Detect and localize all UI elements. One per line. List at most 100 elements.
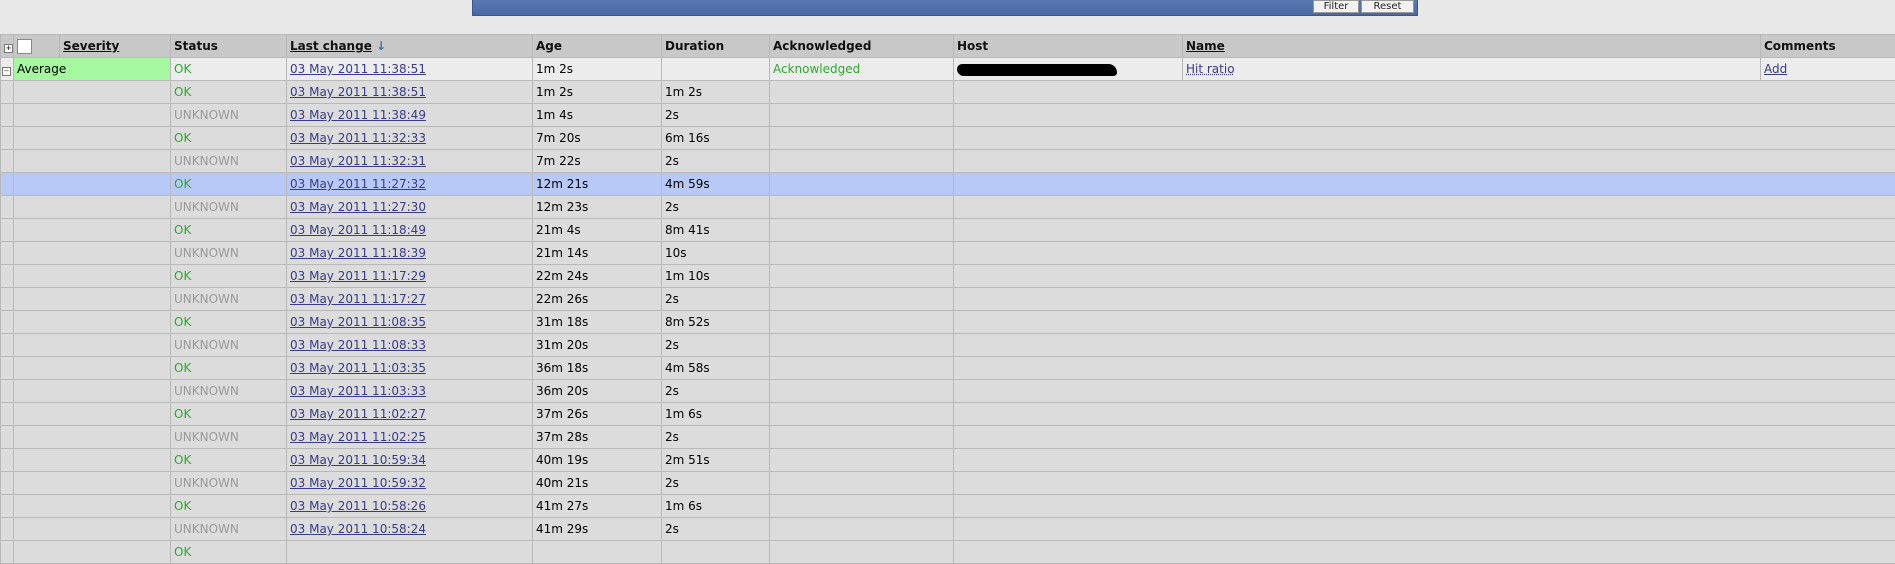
spacer-cell: [1, 426, 14, 449]
collapse-icon[interactable]: −: [2, 67, 11, 76]
empty-cell: [954, 173, 1895, 196]
age-cell: 36m 20s: [533, 380, 662, 403]
empty-severity-cell: [14, 334, 171, 357]
sort-last-change[interactable]: Last change: [290, 39, 372, 53]
empty-severity-cell: [14, 242, 171, 265]
duration-cell: 2s: [662, 334, 770, 357]
status-cell: UNKNOWN: [171, 242, 287, 265]
add-comment-link[interactable]: Add: [1764, 62, 1787, 76]
spacer-cell: [1, 518, 14, 541]
status-cell: UNKNOWN: [171, 472, 287, 495]
last-change-link[interactable]: 03 May 2011 11:32:33: [290, 131, 426, 145]
last-change-link[interactable]: 03 May 2011 10:58:26: [290, 499, 426, 513]
sort-severity[interactable]: Severity: [63, 39, 119, 53]
trigger-name-link[interactable]: Hit ratio: [1186, 62, 1235, 76]
event-row: OK 03 May 2011 11:08:35 31m 18s 8m 52s: [1, 311, 1895, 334]
empty-severity-cell: [14, 518, 171, 541]
select-all-checkbox[interactable]: [17, 39, 32, 54]
age-cell: 36m 18s: [533, 357, 662, 380]
duration-cell: 6m 16s: [662, 127, 770, 150]
empty-cell: [954, 150, 1895, 173]
empty-cell: [954, 334, 1895, 357]
acknowledged-cell: [770, 472, 954, 495]
last-change-link[interactable]: 03 May 2011 11:38:51: [290, 85, 426, 99]
empty-cell: [954, 288, 1895, 311]
acknowledged-cell: [770, 334, 954, 357]
event-row: UNKNOWN 03 May 2011 10:59:32 40m 21s 2s: [1, 472, 1895, 495]
severity-cell: Average: [14, 58, 171, 81]
duration-cell: 1m 2s: [662, 81, 770, 104]
empty-cell: [954, 265, 1895, 288]
age-cell: 31m 18s: [533, 311, 662, 334]
duration-cell: 8m 52s: [662, 311, 770, 334]
last-change-link[interactable]: 03 May 2011 11:18:49: [290, 223, 426, 237]
empty-cell: [954, 127, 1895, 150]
last-change-link[interactable]: 03 May 2011 11:18:39: [290, 246, 426, 260]
status-cell: OK: [171, 495, 287, 518]
acknowledged-cell: [770, 449, 954, 472]
empty-cell: [954, 426, 1895, 449]
last-change-link[interactable]: 03 May 2011 11:02:27: [290, 407, 426, 421]
last-change-link[interactable]: 03 May 2011 11:08:33: [290, 338, 426, 352]
last-change-link[interactable]: 03 May 2011 10:59:32: [290, 476, 426, 490]
sort-name[interactable]: Name: [1186, 39, 1225, 53]
header-host: Host: [954, 35, 1183, 58]
event-row: OK: [1, 541, 1895, 564]
spacer-cell: [1, 380, 14, 403]
spacer-cell: [1, 403, 14, 426]
empty-cell: [954, 104, 1895, 127]
spacer-cell: [1, 449, 14, 472]
expand-all-icon[interactable]: +: [4, 44, 13, 53]
spacer-cell: [1, 357, 14, 380]
status-cell: UNKNOWN: [171, 196, 287, 219]
age-cell: 21m 14s: [533, 242, 662, 265]
duration-cell: 2m 51s: [662, 449, 770, 472]
last-change-link[interactable]: 03 May 2011 11:03:33: [290, 384, 426, 398]
last-change-link[interactable]: 03 May 2011 11:38:51: [290, 62, 426, 76]
spacer-cell: [1, 196, 14, 219]
spacer-cell: [1, 127, 14, 150]
event-row: UNKNOWN 03 May 2011 11:38:49 1m 4s 2s: [1, 104, 1895, 127]
last-change-link[interactable]: 03 May 2011 11:38:49: [290, 108, 426, 122]
duration-cell: 2s: [662, 288, 770, 311]
filter-panel: Filter Reset: [472, 0, 1418, 16]
last-change-link[interactable]: 03 May 2011 10:59:34: [290, 453, 426, 467]
empty-cell: [954, 403, 1895, 426]
redacted-host[interactable]: [957, 64, 1117, 76]
last-change-link[interactable]: 03 May 2011 11:03:35: [290, 361, 426, 375]
reset-button[interactable]: Reset: [1361, 0, 1414, 13]
last-change-link[interactable]: 03 May 2011 11:02:25: [290, 430, 426, 444]
last-change-link[interactable]: 03 May 2011 11:27:32: [290, 177, 426, 191]
last-change-link[interactable]: 03 May 2011 11:17:27: [290, 292, 426, 306]
filter-button[interactable]: Filter: [1313, 0, 1359, 13]
last-change-link[interactable]: 03 May 2011 11:17:29: [290, 269, 426, 283]
acknowledged-cell: [770, 81, 954, 104]
spacer-cell: [1, 150, 14, 173]
header-duration: Duration: [662, 35, 770, 58]
age-cell: 41m 29s: [533, 518, 662, 541]
last-change-link[interactable]: 03 May 2011 11:32:31: [290, 154, 426, 168]
spacer-cell: [1, 495, 14, 518]
spacer-cell: [1, 472, 14, 495]
last-change-link[interactable]: 03 May 2011 11:08:35: [290, 315, 426, 329]
last-change-link[interactable]: 03 May 2011 11:27:30: [290, 200, 426, 214]
last-change-link[interactable]: 03 May 2011 10:58:24: [290, 522, 426, 536]
acknowledged-link[interactable]: Acknowledged: [770, 58, 954, 81]
age-cell: 22m 24s: [533, 265, 662, 288]
acknowledged-cell: [770, 541, 954, 564]
age-cell: 22m 26s: [533, 288, 662, 311]
spacer-cell: [1, 219, 14, 242]
table-header: + Severity Status Last change ↓ Age Dura…: [1, 35, 1895, 58]
event-row: OK 03 May 2011 11:17:29 22m 24s 1m 10s: [1, 265, 1895, 288]
status-cell: UNKNOWN: [171, 518, 287, 541]
event-row: UNKNOWN 03 May 2011 11:32:31 7m 22s 2s: [1, 150, 1895, 173]
empty-cell: [954, 472, 1895, 495]
empty-severity-cell: [14, 541, 171, 564]
spacer-cell: [1, 311, 14, 334]
empty-severity-cell: [14, 196, 171, 219]
spacer-cell: [1, 173, 14, 196]
empty-severity-cell: [14, 81, 171, 104]
acknowledged-cell: [770, 127, 954, 150]
event-row: OK 03 May 2011 11:03:35 36m 18s 4m 58s: [1, 357, 1895, 380]
event-row: OK 03 May 2011 11:38:51 1m 2s 1m 2s: [1, 81, 1895, 104]
